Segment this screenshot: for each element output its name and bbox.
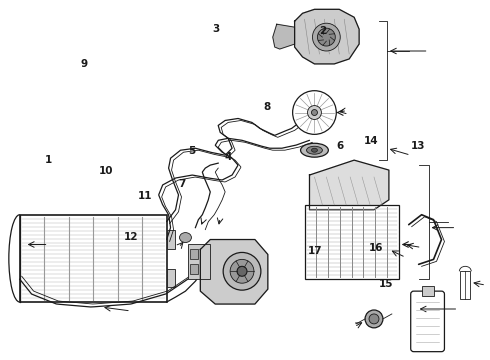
Ellipse shape: [307, 146, 322, 154]
Text: 7: 7: [178, 179, 186, 189]
Ellipse shape: [318, 28, 335, 46]
Bar: [421, 286, 434, 296]
Ellipse shape: [300, 143, 328, 157]
Text: 2: 2: [319, 26, 326, 36]
Ellipse shape: [223, 252, 261, 290]
Ellipse shape: [369, 314, 379, 324]
Text: 12: 12: [123, 232, 138, 242]
Text: 10: 10: [99, 166, 114, 176]
Ellipse shape: [179, 233, 192, 243]
Polygon shape: [294, 9, 359, 64]
Ellipse shape: [313, 23, 340, 51]
Bar: [167, 269, 174, 287]
Bar: [20, 215, 167, 302]
Text: 14: 14: [364, 136, 379, 146]
Polygon shape: [273, 24, 294, 49]
Polygon shape: [310, 160, 389, 210]
Text: 5: 5: [188, 146, 195, 156]
Ellipse shape: [365, 310, 383, 328]
Ellipse shape: [230, 260, 254, 283]
Text: 16: 16: [369, 243, 384, 253]
Text: 17: 17: [308, 247, 323, 256]
Bar: [191, 264, 198, 274]
Text: 11: 11: [138, 191, 152, 201]
Ellipse shape: [312, 109, 318, 116]
Ellipse shape: [237, 266, 247, 276]
Bar: [460, 271, 470, 299]
Ellipse shape: [308, 105, 321, 120]
Ellipse shape: [312, 148, 318, 152]
Bar: [189, 244, 210, 279]
Text: 13: 13: [410, 141, 425, 151]
Text: 3: 3: [212, 24, 220, 34]
Bar: [191, 249, 198, 260]
Text: 6: 6: [336, 141, 343, 151]
Text: 9: 9: [81, 59, 88, 69]
Text: 4: 4: [224, 152, 232, 162]
Bar: [167, 230, 174, 249]
Text: 15: 15: [379, 279, 393, 289]
Polygon shape: [200, 239, 268, 304]
Ellipse shape: [293, 91, 336, 134]
Text: 1: 1: [45, 156, 52, 165]
Bar: [305, 205, 399, 279]
Text: 8: 8: [263, 102, 270, 112]
FancyBboxPatch shape: [411, 291, 444, 352]
